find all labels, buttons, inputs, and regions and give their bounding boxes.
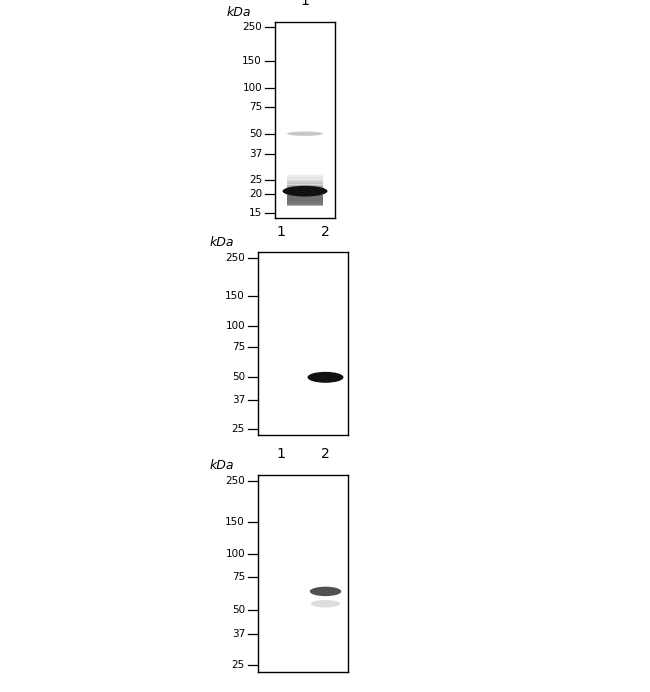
Bar xyxy=(287,190,323,191)
Bar xyxy=(287,194,323,195)
Bar xyxy=(287,180,323,181)
Bar xyxy=(287,203,323,204)
Text: kDa: kDa xyxy=(210,459,235,471)
Text: 15: 15 xyxy=(249,208,262,219)
Bar xyxy=(287,174,323,175)
Text: 100: 100 xyxy=(226,321,245,331)
Bar xyxy=(287,200,323,201)
Bar xyxy=(287,181,323,182)
Bar xyxy=(287,196,323,197)
Bar xyxy=(287,201,323,202)
Text: kDa: kDa xyxy=(210,235,235,248)
Bar xyxy=(287,199,323,201)
Bar xyxy=(287,179,323,181)
Bar xyxy=(287,188,323,190)
Bar xyxy=(287,189,323,190)
Bar xyxy=(287,201,323,203)
Text: 100: 100 xyxy=(242,83,262,93)
Text: 37: 37 xyxy=(249,149,262,158)
Bar xyxy=(287,182,323,183)
Bar xyxy=(287,179,323,180)
Text: 100: 100 xyxy=(226,549,245,559)
Ellipse shape xyxy=(283,185,328,197)
Bar xyxy=(287,197,323,198)
Bar xyxy=(287,185,323,186)
Ellipse shape xyxy=(307,372,343,383)
Text: 50: 50 xyxy=(249,129,262,138)
Text: 37: 37 xyxy=(232,629,245,639)
Bar xyxy=(287,192,323,194)
Bar xyxy=(287,190,323,192)
Bar xyxy=(287,195,323,197)
Text: 1: 1 xyxy=(276,447,285,461)
Bar xyxy=(287,183,323,184)
Ellipse shape xyxy=(310,587,341,596)
Text: 50: 50 xyxy=(232,372,245,382)
Text: 2: 2 xyxy=(321,225,330,239)
Bar xyxy=(287,177,323,179)
Text: kDa: kDa xyxy=(227,6,252,19)
Text: 1: 1 xyxy=(276,225,285,239)
Text: 250: 250 xyxy=(226,253,245,263)
Bar xyxy=(287,176,323,178)
Bar xyxy=(287,185,323,187)
Bar xyxy=(287,199,323,200)
Bar xyxy=(287,205,323,206)
Text: 25: 25 xyxy=(249,174,262,185)
Bar xyxy=(287,198,323,199)
Text: 20: 20 xyxy=(249,190,262,199)
Text: 150: 150 xyxy=(226,291,245,300)
Text: 250: 250 xyxy=(242,22,262,32)
Text: 1: 1 xyxy=(300,0,309,8)
Bar xyxy=(287,191,323,192)
Bar xyxy=(287,204,323,205)
Bar xyxy=(287,176,323,177)
Text: 50: 50 xyxy=(232,605,245,615)
Bar xyxy=(287,194,323,196)
Bar xyxy=(287,186,323,188)
Bar xyxy=(287,203,323,205)
Bar xyxy=(287,178,323,179)
Text: 75: 75 xyxy=(232,572,245,583)
Ellipse shape xyxy=(287,131,323,136)
Bar xyxy=(287,187,323,188)
Text: 75: 75 xyxy=(249,102,262,112)
Text: 75: 75 xyxy=(232,342,245,352)
Text: 37: 37 xyxy=(232,394,245,405)
Bar xyxy=(287,175,323,176)
Bar xyxy=(287,174,323,176)
Ellipse shape xyxy=(311,600,340,608)
Bar xyxy=(287,202,323,203)
Bar xyxy=(287,184,323,185)
Bar xyxy=(287,181,323,183)
Text: 250: 250 xyxy=(226,476,245,486)
Bar xyxy=(287,188,323,189)
Bar xyxy=(287,183,323,185)
Bar xyxy=(287,192,323,193)
Text: 150: 150 xyxy=(226,517,245,527)
Text: 150: 150 xyxy=(242,56,262,66)
Text: 25: 25 xyxy=(232,660,245,671)
Text: 25: 25 xyxy=(232,424,245,434)
Bar xyxy=(287,193,323,194)
Bar xyxy=(287,197,323,198)
Text: 2: 2 xyxy=(321,447,330,461)
